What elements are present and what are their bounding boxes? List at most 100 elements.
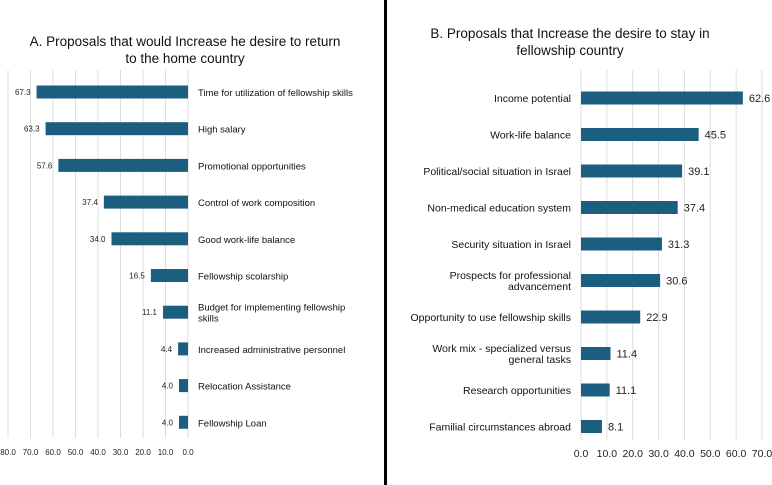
chart-a-bar [163,305,188,319]
chart-a-category-label: Control of work composition [198,198,315,209]
chart-a-category-label-line: Control of work composition [198,198,315,209]
chart-b-value-label: 37.4 [684,203,705,215]
chart-a-category-label: Increased administrative personnel [198,345,345,356]
chart-b-category-label: Political/social situation in Israel [423,166,571,178]
panel-divider [384,0,387,485]
chart-b-bar [581,91,743,105]
chart-b-category-label-line: Work-life balance [490,130,571,142]
chart-b-bar [581,420,602,433]
chart-b-category-label-line: Security situation in Israel [451,239,571,251]
chart-a-xtick-label: 40.0 [90,448,106,457]
chart-b-category-label: Work mix - specialized versus general tas… [432,343,571,366]
chart-b-value-label: 11.4 [616,349,637,361]
chart-a-xtick-label: 0.0 [182,448,194,457]
chart-b-bar [581,383,610,397]
chart-b-xtick-label: 70.0 [752,448,772,460]
chart-a-bar [103,195,188,209]
chart-a-category-label-line: Relocation Assistance [198,382,291,393]
chart-b-category-label: Work-life balance [490,130,571,142]
chart-a-category-label-line: Budget for implementing fellowship [198,303,345,314]
chart-a-category-label: Fellowship scolarship [198,272,288,283]
chart-a-bar [179,379,188,393]
chart-b-value-label: 8.1 [608,422,623,434]
chart-b-xtick-label: 50.0 [700,448,721,460]
chart-b-category-label-line: general tasks [509,354,571,366]
chart-b-category-label-line: Familial circumstances abroad [429,422,571,434]
chart-a-category-label-line: Fellowship Loan [198,418,267,429]
chart-a-category-label: Budget for implementing fellowship skills [198,303,345,325]
chart-b-category-label-line: Non-medical education system [427,203,571,215]
chart-b-category-label: Income potential [494,93,571,105]
chart-b-xtick-label: 10.0 [597,448,618,460]
chart-b-bar [581,237,662,251]
chart-a-value-label: 63.3 [24,125,40,134]
chart-b-value-label: 45.5 [705,130,726,142]
chart-b-title: B. Proposals that Increase the desire to… [400,25,740,59]
chart-b-xtick-label: 30.0 [648,448,669,460]
chart-b-category-label-line: Opportunity to use fellowship skills [411,312,572,324]
chart-a-plot: 80.0 70.0 60.0 50.0 40.0 30.0 20.0 10.0 0.0 67.3 T… [0,70,353,457]
chart-a-xtick-label: 20.0 [135,448,151,457]
chart-b-category-label-line: Research opportunities [463,385,571,397]
chart-b-plot: 0.0 10.0 20.0 30.0 40.0 50.0 60.0 70.0 62.6 Incom… [411,70,772,460]
chart-a-bar [45,122,189,136]
chart-a-title: A. Proposals that would Increase he desi… [20,33,350,67]
chart-b-bar [581,164,683,178]
chart-a-xtick-label: 30.0 [113,448,129,457]
chart-b-category-label: Familial circumstances abroad [429,422,571,434]
chart-b-value-label: 30.6 [666,276,687,288]
chart-a-category-label-line: Good work-life balance [198,235,295,246]
chart-b-category-label-line: advancement [508,281,571,293]
chart-a-category-label: Promotional opportunities [198,161,306,172]
chart-a-title-line-1: A. Proposals that would Increase he desi… [29,34,341,49]
chart-a-category-label-line: Increased administrative personnel [198,345,345,356]
chart-b-bar [581,274,661,287]
chart-b-value-label: 31.3 [668,239,689,251]
chart-a-value-label: 67.3 [15,88,31,97]
chart-b-bar [581,347,611,360]
chart-a-bar [150,269,188,282]
chart-a-bar [111,232,188,246]
chart-b-category-label-line: Income potential [494,93,571,105]
chart-a-value-label: 4.0 [162,418,174,427]
chart-a-bar [178,342,188,356]
chart-a-value-label: 4.4 [161,345,173,354]
chart-a-xtick-label: 70.0 [23,448,39,457]
chart-a-value-label: 57.6 [37,161,53,170]
chart-a-category-label-line: skills [198,314,219,325]
chart-a-xtick-label: 10.0 [158,448,174,457]
chart-b-title-line-2: fellowship country [516,43,624,58]
chart-a-category-label: Fellowship Loan [198,418,267,429]
chart-b-xtick-label: 0.0 [574,448,589,460]
chart-b-value-label: 62.6 [749,93,770,105]
chart-b-value-label: 22.9 [646,312,667,324]
chart-a-value-label: 37.4 [82,198,98,207]
chart-a-category-label: Good work-life balance [198,235,295,246]
chart-b-category-label: Prospects for professional advancement [450,270,571,293]
chart-b-bar [581,201,678,214]
chart-b-category-label-line: Work mix - specialized versus [432,343,571,355]
chart-a-category-label-line: Promotional opportunities [198,161,306,172]
chart-b-bar [581,310,641,324]
chart-a-bar [179,415,188,429]
chart-b-category-label: Security situation in Israel [451,239,571,251]
chart-b-xtick-label: 40.0 [674,448,695,460]
chart-a-category-label-line: Time for utilization of fellowship skill… [198,88,353,99]
chart-a-category-label-line: Fellowship scolarship [198,272,288,283]
chart-b-value-label: 11.1 [616,385,637,397]
chart-a-category-label: Time for utilization of fellowship skill… [198,88,353,99]
chart-b-bar [581,128,699,141]
chart-b-xtick-label: 60.0 [726,448,747,460]
chart-a-bar [36,85,189,99]
chart-a-value-label: 11.1 [142,308,158,317]
chart-a-category-label-line: High salary [198,125,246,136]
chart-b-category-label: Non-medical education system [427,203,571,215]
chart-a-bar [58,158,189,172]
chart-b-category-label-line: Political/social situation in Israel [423,166,571,178]
chart-a-category-label: High salary [198,125,246,136]
chart-a-value-label: 34.0 [90,235,106,244]
chart-a-value-label: 4.0 [162,382,174,391]
chart-a-category-label: Relocation Assistance [198,382,291,393]
chart-b-title-line-1: B. Proposals that Increase the desire to… [430,26,710,41]
